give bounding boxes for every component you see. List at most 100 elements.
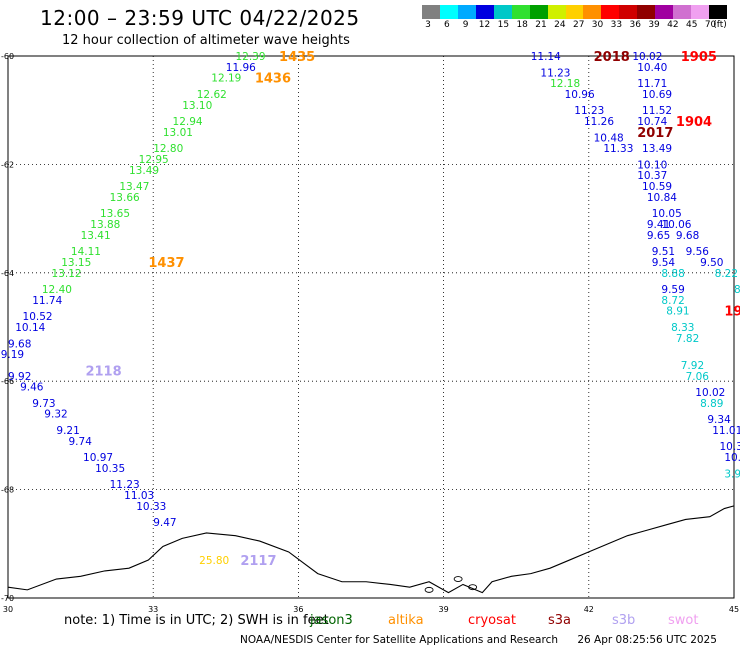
island-outline — [424, 586, 434, 593]
track-time-label: 1905 — [681, 50, 717, 65]
track-time-label: 2018 — [594, 50, 630, 65]
lat-tick-label: -66 — [1, 377, 14, 386]
track-time-label: 2117 — [240, 554, 276, 569]
track-time-label: 2118 — [85, 364, 121, 379]
wave-height-value: 13.12 — [52, 268, 82, 280]
colorbar-tick-label: 3 — [425, 20, 431, 30]
wave-height-value: 9.34 — [707, 414, 731, 426]
track-time-label: 1903 — [724, 305, 740, 320]
wave-height-value: 9.19 — [1, 349, 24, 361]
wave-height-value: 9.68 — [8, 338, 31, 350]
wave-height-value: 9.68 — [676, 230, 699, 242]
lat-tick-label: -62 — [1, 160, 14, 169]
wave-height-value: 13.66 — [110, 192, 140, 204]
colorbar-tick-label: 21 — [535, 20, 547, 30]
wave-height-value: 7.82 — [676, 333, 699, 345]
wave-height-value: 9.73 — [32, 398, 55, 410]
colorbar-tick-label: 30 — [591, 20, 604, 30]
lat-tick-label: -60 — [1, 52, 14, 61]
wave-height-value: 14.11 — [71, 246, 101, 258]
lon-tick-label: 30 — [3, 605, 13, 614]
wave-height-value: 9.47 — [153, 517, 176, 529]
wave-height-value: 9.50 — [700, 257, 723, 269]
wave-height-value: 11.23 — [574, 105, 604, 117]
wave-height-value: 10.02 — [632, 51, 662, 63]
wave-height-value: 11.33 — [603, 143, 633, 155]
legend-jason3: jason3 — [310, 613, 353, 628]
wave-height-value: 10.59 — [642, 181, 672, 193]
colorbar-swatch — [655, 5, 674, 19]
wave-height-value: 13.15 — [61, 257, 91, 269]
colorbar-tick-label: 9 — [462, 20, 469, 30]
wave-height-value: 11.23 — [110, 479, 140, 491]
colorbar — [422, 5, 727, 19]
wave-height-value: 10.06 — [661, 219, 691, 231]
wave-height-value: 11.96 — [226, 62, 256, 74]
wave-height-value: 11.23 — [540, 67, 570, 79]
colorbar-swatch — [619, 5, 638, 19]
colorbar-tick-label: 18 — [516, 20, 528, 30]
coastline — [7, 505, 735, 594]
wave-height-value: 9.32 — [44, 409, 67, 421]
wave-height-value: 13.65 — [100, 208, 130, 220]
wave-height-value: 10.14 — [15, 322, 45, 334]
wave-height-value: 10.35 — [95, 463, 125, 475]
wave-height-value: 10.02 — [695, 387, 725, 399]
wave-height-value: 10.69 — [642, 89, 672, 101]
wave-height-value: 9.54 — [652, 257, 676, 269]
colorbar-swatch — [422, 5, 440, 19]
wave-height-value: 13.41 — [81, 230, 111, 242]
page-title: 12:00 – 23:59 UTC 04/22/2025 — [40, 6, 360, 30]
wave-height-value: 13.49 — [129, 165, 159, 177]
wave-height-value: 10.65 — [724, 452, 740, 464]
colorbar-swatch — [583, 5, 602, 19]
track-time-label: 1436 — [255, 72, 291, 87]
wave-height-value: 7.92 — [681, 360, 704, 372]
wave-height-value: 11.52 — [642, 105, 672, 117]
wave-height-value: 8.91 — [666, 306, 689, 318]
map-frame — [7, 55, 735, 599]
wave-height-value: 13.49 — [642, 143, 672, 155]
wave-height-value: 10.84 — [647, 192, 677, 204]
colorbar-tick-label: 6 — [443, 20, 450, 30]
footer-credit: NOAA/NESDIS Center for Satellite Applica… — [240, 634, 558, 646]
wave-height-value: 9.74 — [69, 436, 93, 448]
wave-height-value: 9.51 — [652, 246, 675, 258]
colorbar-unit: (ft) — [713, 20, 727, 30]
note-text: note: 1) Time is in UTC; 2) SWH is in fe… — [64, 613, 329, 628]
wave-height-value: 11.26 — [584, 116, 614, 128]
wave-height-value: 11.01 — [712, 425, 740, 437]
wave-height-value: 12.19 — [211, 73, 241, 85]
wave-height-value: 12.95 — [139, 154, 169, 166]
colorbar-tick-label: 42 — [667, 20, 679, 30]
wave-height-value: 8.22 — [715, 268, 738, 280]
colorbar-tick-label: 70 — [704, 20, 717, 30]
colorbar-swatch — [637, 5, 656, 19]
colorbar-tick-label: 33 — [610, 20, 623, 30]
wave-height-value: 12.62 — [197, 89, 227, 101]
wave-height-value: 10.10 — [637, 159, 667, 171]
wave-height-value: 8.89 — [700, 398, 723, 410]
colorbar-swatch — [511, 5, 530, 19]
wave-height-value: 8.72 — [661, 295, 684, 307]
colorbar-swatch — [547, 5, 566, 19]
lon-tick-label: 39 — [439, 605, 449, 614]
colorbar-labels: 3 6 9 12 15 18 21 24 27 30 33 36 39 42 45 70 (ft) — [422, 20, 740, 34]
wave-height-value: 10.33 — [136, 501, 166, 513]
wave-height-value: 13.88 — [90, 219, 120, 231]
legend-s3b: s3b — [612, 613, 636, 628]
colorbar-swatch — [691, 5, 709, 19]
wave-height-value: 10.96 — [565, 89, 595, 101]
wave-height-value: 10.05 — [652, 208, 682, 220]
legend-altika: altika — [388, 613, 424, 628]
track-time-label: 2017 — [637, 126, 673, 141]
wave-height-value: 25.80 — [199, 555, 229, 567]
wave-height-value: 12.39 — [235, 51, 265, 63]
wave-height-value: 9.21 — [56, 425, 79, 437]
wave-height-value: 13.01 — [163, 127, 193, 139]
footer-timestamp: 26 Apr 08:25:56 UTC 2025 — [577, 634, 717, 646]
wave-height-value: 10.37 — [637, 170, 667, 182]
wave-height-value: 10.48 — [594, 132, 624, 144]
wave-height-value: 11.71 — [637, 78, 667, 90]
